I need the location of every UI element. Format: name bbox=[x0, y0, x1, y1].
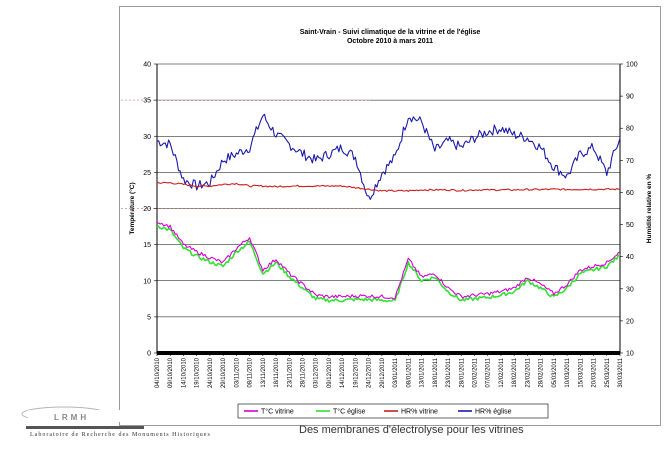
x-ticks: 04/10/2010 09/10/2010 14/10/2010 19/10/2010… bbox=[155, 353, 624, 388]
x-tick-label: 03/11/2010 bbox=[234, 357, 240, 387]
chart-canvas: Saint-Vrain - Suivi climatique de la vit… bbox=[120, 29, 653, 419]
x-tick-label: 23/11/2010 bbox=[287, 357, 293, 387]
x-tick-label: 30/03/2011 bbox=[618, 357, 624, 387]
x-tick-label: 23/01/2011 bbox=[446, 357, 452, 387]
x-tick-label: 19/10/2010 bbox=[195, 357, 201, 388]
chart-subtitle: Octobre 2010 à mars 2011 bbox=[347, 38, 433, 45]
x-tick-label: 03/01/2011 bbox=[393, 357, 399, 387]
y-tick-label-left: 25 bbox=[143, 170, 151, 177]
x-tick-label: 08/01/2011 bbox=[406, 357, 412, 387]
x-tick-label: 02/02/2011 bbox=[472, 357, 478, 387]
x-tick-label: 24/12/2010 bbox=[367, 357, 373, 388]
reference-lines bbox=[120, 99, 370, 209]
caption: Des membranes d'électrolyse pour les vit… bbox=[299, 424, 524, 436]
logo-text: Laboratoire de Recherche des Monuments H… bbox=[30, 432, 211, 438]
x-tick-label: 25/03/2011 bbox=[605, 357, 611, 387]
x-tick-label: 15/03/2011 bbox=[578, 357, 584, 387]
lrmh-logo: LRMH bbox=[21, 406, 144, 429]
x-tick-label: 14/10/2010 bbox=[181, 357, 187, 388]
series-line bbox=[156, 113, 621, 200]
x-tick-label: 08/11/2010 bbox=[248, 357, 254, 387]
y-tick-label-right: 10 bbox=[626, 351, 634, 358]
y-tick-label-right: 20 bbox=[626, 318, 634, 325]
y-tick-label-left: 0 bbox=[147, 351, 151, 358]
logo-mask bbox=[28, 410, 124, 422]
y-tick-label-left: 30 bbox=[143, 134, 151, 141]
x-tick-label: 13/11/2010 bbox=[261, 357, 267, 387]
axes bbox=[156, 64, 621, 355]
legend-label: HR% église bbox=[475, 409, 512, 416]
series-line bbox=[157, 181, 620, 193]
y-tick-label-right: 80 bbox=[626, 126, 634, 133]
y-tick-label-left: 35 bbox=[143, 98, 151, 105]
chart-title: Saint-Vrain - Suivi climatique de la vit… bbox=[300, 29, 481, 36]
x-tick-label: 29/12/2010 bbox=[380, 357, 386, 388]
x-axis-bar bbox=[157, 351, 620, 355]
chart-frame: Saint-Vrain - Suivi climatique de la vit… bbox=[119, 6, 661, 426]
series-line bbox=[157, 222, 621, 300]
y-tick-label-left: 20 bbox=[143, 206, 151, 213]
logo-acronym: LRMH bbox=[54, 413, 89, 422]
y-tick-label-right: 30 bbox=[626, 286, 634, 293]
y-tick-label-left: 10 bbox=[143, 278, 151, 285]
x-tick-label: 18/11/2010 bbox=[274, 357, 280, 387]
x-tick-label: 28/01/2011 bbox=[459, 357, 465, 387]
y-tick-label-right: 60 bbox=[626, 190, 634, 197]
x-tick-label: 09/12/2010 bbox=[327, 357, 333, 388]
legend-label: HR% vitrine bbox=[401, 409, 438, 416]
x-tick-label: 04/10/2010 bbox=[155, 357, 161, 388]
x-tick-label: 09/10/2010 bbox=[168, 357, 174, 388]
y-tick-label-right: 100 bbox=[626, 62, 638, 69]
y-axis-label-right: Humidité relative en % bbox=[646, 174, 653, 244]
x-tick-label: 07/02/2011 bbox=[486, 357, 492, 387]
y-tick-label-right: 90 bbox=[626, 94, 634, 101]
x-tick-label: 03/12/2010 bbox=[314, 357, 320, 388]
y-axis-label-left: Température (°C) bbox=[128, 182, 136, 234]
legend-label: T°C église bbox=[333, 408, 365, 416]
y-tick-label-right: 50 bbox=[626, 222, 634, 229]
x-tick-label: 28/02/2011 bbox=[539, 357, 545, 387]
y-tick-label-left: 5 bbox=[147, 314, 151, 321]
x-tick-label: 24/10/2010 bbox=[208, 357, 214, 388]
legend: T°C vitrine T°C église HR% vitrine HR% égli… bbox=[237, 403, 549, 419]
x-tick-label: 20/03/2011 bbox=[592, 357, 598, 387]
x-tick-label: 10/03/2011 bbox=[565, 357, 571, 387]
x-tick-label: 18/02/2011 bbox=[512, 357, 518, 387]
x-tick-label: 14/12/2010 bbox=[340, 357, 346, 388]
legend-label: T°C vitrine bbox=[261, 408, 294, 416]
x-tick-label: 13/01/2011 bbox=[420, 357, 426, 387]
series-group bbox=[156, 113, 621, 303]
x-tick-label: 05/03/2011 bbox=[552, 357, 558, 387]
y-tick-label-left: 15 bbox=[143, 242, 151, 249]
y-ticks-right: 10 20 30 40 50 60 70 80 90 100 bbox=[620, 62, 638, 358]
x-tick-label: 29/10/2010 bbox=[221, 357, 227, 388]
y-tick-label-right: 40 bbox=[626, 254, 634, 261]
x-tick-label: 28/11/2010 bbox=[301, 357, 307, 387]
y-ticks-left: 0 5 10 15 20 25 30 35 40 bbox=[143, 62, 157, 358]
logo-bar bbox=[26, 426, 144, 429]
x-tick-label: 12/02/2011 bbox=[499, 357, 505, 387]
y-tick-label-right: 70 bbox=[626, 158, 634, 165]
y-tick-label-left: 40 bbox=[143, 62, 151, 69]
x-tick-label: 18/01/2011 bbox=[433, 357, 439, 387]
series-line bbox=[156, 225, 621, 303]
x-tick-label: 23/02/2011 bbox=[525, 357, 531, 387]
x-tick-label: 19/12/2010 bbox=[353, 357, 359, 388]
